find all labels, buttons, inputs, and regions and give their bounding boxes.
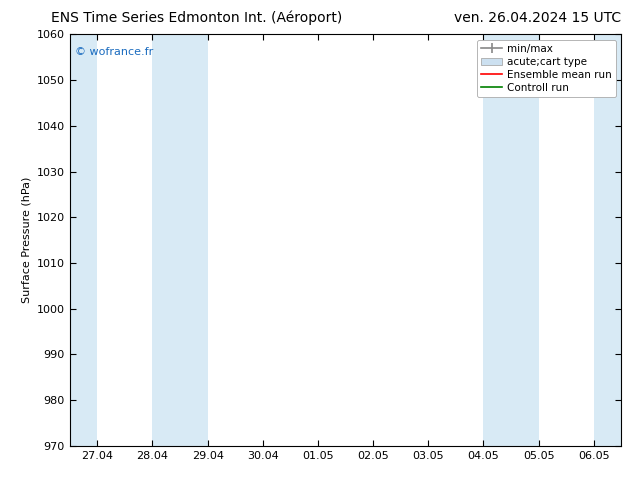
Bar <box>483 34 538 446</box>
Bar <box>152 34 207 446</box>
Y-axis label: Surface Pressure (hPa): Surface Pressure (hPa) <box>21 177 31 303</box>
Text: © wofrance.fr: © wofrance.fr <box>75 47 153 57</box>
Text: ENS Time Series Edmonton Int. (Aéroport): ENS Time Series Edmonton Int. (Aéroport) <box>51 11 342 25</box>
Bar <box>70 34 97 446</box>
Legend: min/max, acute;cart type, Ensemble mean run, Controll run: min/max, acute;cart type, Ensemble mean … <box>477 40 616 97</box>
Text: ven. 26.04.2024 15 UTC: ven. 26.04.2024 15 UTC <box>454 11 621 25</box>
Bar <box>593 34 621 446</box>
